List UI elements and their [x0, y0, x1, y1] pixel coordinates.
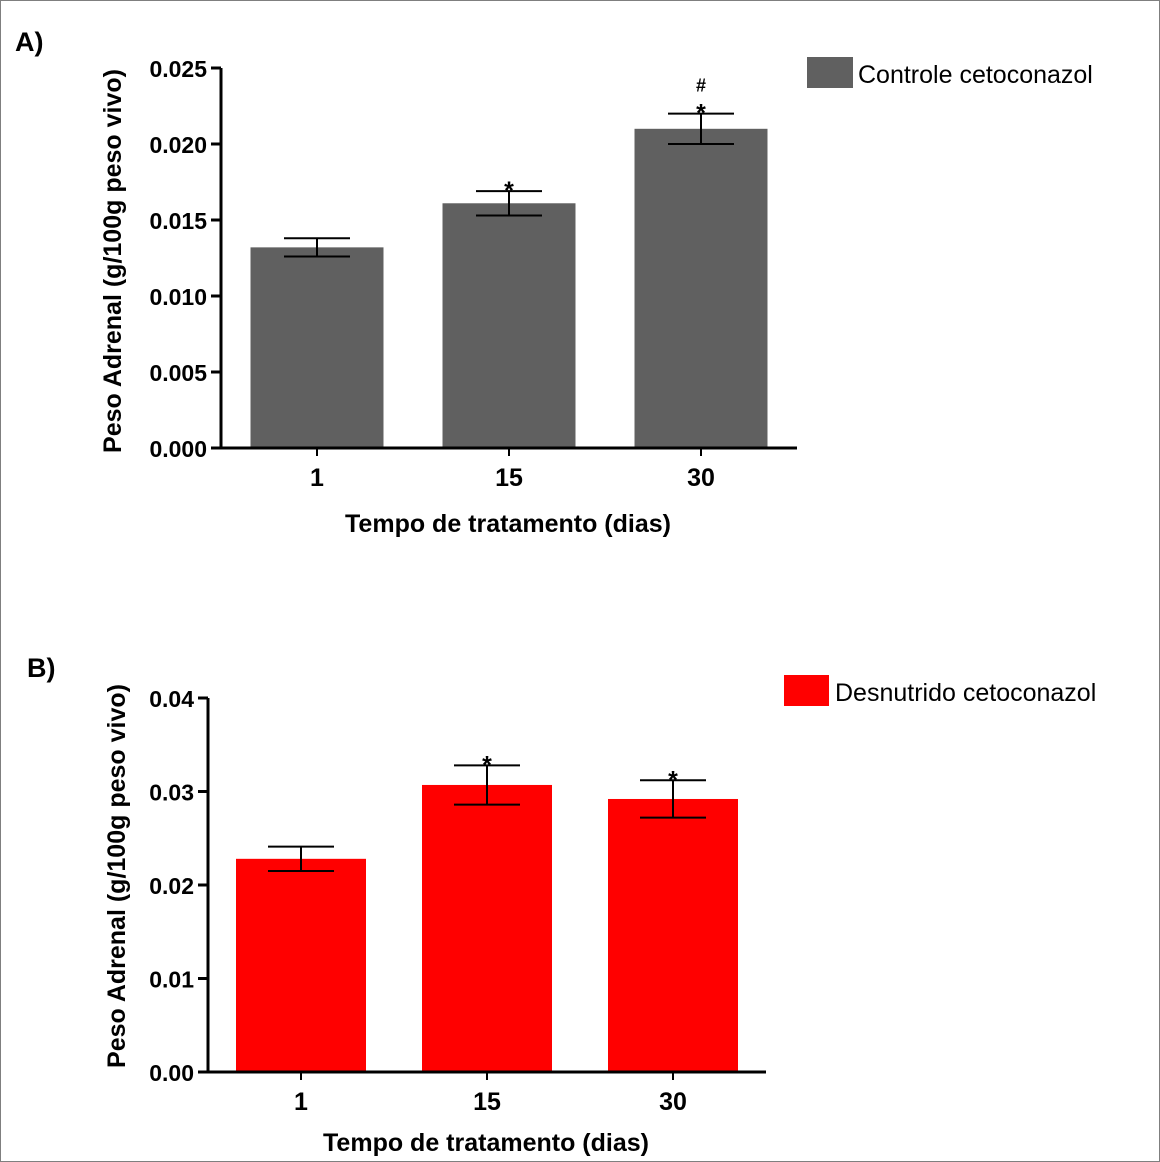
y-tick-label-b-2: 0.02: [149, 873, 194, 899]
y-tick-label-a-3: 0.015: [149, 208, 207, 234]
y-tick-label-a-1: 0.005: [149, 360, 207, 386]
y-tick-label-a-4: 0.020: [149, 132, 207, 158]
x-tick-label-a-30: 30: [687, 464, 715, 492]
legend-label-a: Controle cetoconazol: [858, 61, 1093, 89]
legend-label-b: Desnutrido cetoconazol: [835, 679, 1096, 707]
bar-b-30: [608, 798, 738, 1072]
legend-swatch-a: [807, 57, 853, 88]
chart-panel-a: A) Peso Adrenal (g/100g peso vivo) Tempo…: [15, 27, 1093, 538]
y-tick-label-a-5: 0.025: [149, 56, 207, 82]
y-tick-label-b-0: 0.00: [149, 1060, 194, 1086]
significance-mark-a-30: *: [696, 100, 706, 128]
y-tick-label-b-1: 0.01: [149, 967, 194, 993]
x-tick-label-a-1: 1: [310, 464, 324, 492]
x-axis-label-b: Tempo de tratamento (dias): [323, 1129, 649, 1157]
y-axis-label-b: Peso Adrenal (g/100g peso vivo): [103, 684, 131, 1068]
x-tick-label-b-30: 30: [659, 1088, 687, 1116]
bar-b-1: [236, 858, 366, 1072]
legend-swatch-b: [784, 675, 829, 706]
chart-panel-b: B) Peso Adrenal (g/100g peso vivo) Tempo…: [27, 653, 1096, 1157]
y-axis-label-a: Peso Adrenal (g/100g peso vivo): [99, 69, 127, 453]
bar-b-15: [422, 784, 552, 1072]
significance-mark-a-30: #: [696, 76, 706, 96]
panel-label-a: A): [15, 27, 44, 57]
significance-mark-b-15: *: [482, 751, 492, 779]
x-axis-label-a: Tempo de tratamento (dias): [345, 510, 671, 538]
panel-label-b: B): [27, 653, 56, 683]
x-tick-label-a-15: 15: [495, 464, 523, 492]
y-tick-label-b-3: 0.03: [149, 780, 194, 806]
bar-a-1: [250, 247, 384, 448]
x-tick-label-b-1: 1: [294, 1088, 308, 1116]
significance-mark-b-30: *: [668, 766, 678, 794]
significance-mark-a-15: *: [504, 177, 514, 205]
y-tick-label-b-4: 0.04: [149, 686, 194, 712]
bar-a-15: [442, 203, 576, 448]
x-tick-label-b-15: 15: [473, 1088, 501, 1116]
y-tick-label-a-0: 0.000: [149, 436, 207, 462]
bar-a-30: [634, 128, 768, 449]
y-tick-label-a-2: 0.010: [149, 284, 207, 310]
